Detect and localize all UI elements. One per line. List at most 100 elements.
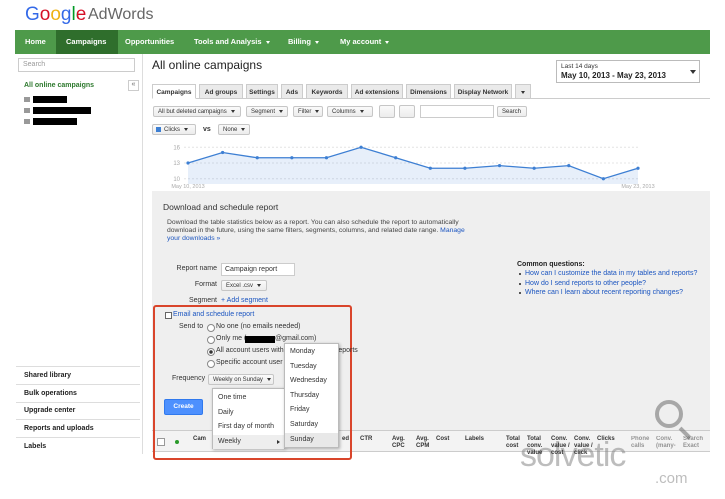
bullet — [519, 273, 521, 275]
redacted-campaign[interactable] — [33, 107, 91, 114]
column-header[interactable]: Search Exact — [683, 436, 704, 449]
sidebar-link[interactable]: Reports and uploads — [24, 425, 94, 432]
metric-select[interactable]: Clicks — [152, 124, 196, 135]
email-toggle[interactable]: Email and schedule report — [173, 311, 255, 318]
tab[interactable]: Ad extensions — [351, 84, 403, 99]
tab[interactable]: Display Network — [454, 84, 512, 99]
highlight-box — [153, 305, 352, 460]
nav-item[interactable]: My account — [340, 30, 389, 54]
download-button[interactable] — [399, 105, 415, 118]
point — [463, 166, 467, 170]
sidebar-root[interactable]: All online campaigns — [24, 82, 95, 89]
nav-item[interactable]: Tools and Analysis — [194, 30, 270, 54]
day-item[interactable]: Monday — [290, 348, 315, 355]
menu-item[interactable]: Daily — [218, 408, 234, 416]
segment-button[interactable]: Segment — [246, 106, 288, 117]
date-range-box[interactable] — [556, 60, 700, 83]
campaign-icon — [24, 119, 30, 124]
redacted-email — [245, 336, 275, 343]
help-link[interactable]: Where can I learn about recent reporting… — [525, 289, 683, 296]
tab[interactable]: Settings — [246, 84, 278, 99]
collapse-icon[interactable] — [165, 312, 172, 319]
radio[interactable] — [207, 336, 215, 344]
nav-active-bg — [56, 30, 118, 54]
tab-active[interactable]: Campaigns — [152, 84, 196, 99]
column-header[interactable]: CTR — [360, 436, 373, 442]
radio-label[interactable]: Specific account user — [216, 359, 283, 366]
logo-google[interactable]: Google — [25, 4, 87, 25]
sidebar-search[interactable]: Search — [18, 58, 135, 72]
watermark-suffix: .com — [655, 470, 688, 487]
collapse-button[interactable]: « — [128, 80, 139, 91]
metric-select[interactable]: None — [218, 124, 250, 135]
column-header[interactable]: Cam — [193, 436, 207, 442]
logo-product[interactable]: AdWords — [88, 6, 154, 23]
add-segment-link[interactable]: + Add segment — [221, 297, 268, 304]
menu-item[interactable]: One time — [218, 394, 247, 401]
sidebar-link[interactable]: Bulk operations — [24, 390, 77, 397]
y-tick-label: 16 — [173, 145, 180, 151]
column-header[interactable]: Total cost — [506, 436, 520, 449]
day-item[interactable]: Saturday — [290, 421, 319, 428]
nav-item[interactable]: Campaigns — [66, 37, 107, 46]
point — [186, 161, 190, 165]
search-input[interactable] — [420, 105, 494, 118]
help-link[interactable]: How do I send reports to other people? — [525, 280, 647, 287]
radio[interactable] — [207, 324, 215, 332]
tab[interactable]: Dimensions — [406, 84, 451, 99]
tab[interactable]: Ad groups — [199, 84, 243, 99]
redacted-campaign[interactable] — [33, 96, 67, 103]
column-header[interactable]: ed — [342, 436, 350, 442]
sidebar-link[interactable]: Shared library — [24, 372, 72, 379]
day-item[interactable]: Sunday — [285, 432, 338, 447]
column-header[interactable]: Total conv. value — [527, 436, 543, 456]
day-item[interactable]: Friday — [290, 406, 310, 414]
column-header[interactable]: Phone calls — [631, 436, 650, 449]
column-header[interactable]: Avg. CPC — [392, 436, 405, 449]
nav-item[interactable]: Billing — [288, 30, 319, 54]
chart-toggle[interactable] — [379, 105, 395, 118]
column-header[interactable]: Clicks — [597, 436, 615, 442]
columns-button[interactable]: Columns — [327, 106, 373, 117]
filter-button[interactable]: Filter — [293, 106, 323, 117]
day-item[interactable]: Wednesday — [290, 377, 327, 385]
create-button[interactable]: Create — [164, 399, 203, 415]
column-header[interactable]: Cost — [436, 436, 450, 442]
day-item[interactable]: Tuesday — [290, 362, 317, 370]
column-header[interactable]: Conv. value / cost — [551, 436, 570, 456]
radio[interactable] — [207, 360, 215, 368]
nav-item[interactable]: Opportunities — [125, 37, 175, 46]
search-button[interactable]: Search — [497, 106, 527, 117]
field-label: Segment — [188, 297, 217, 304]
tab[interactable]: Ads — [281, 84, 303, 99]
scope-select[interactable]: All but deleted campaigns — [153, 106, 241, 117]
column-header[interactable]: Conv. value / click — [574, 436, 593, 456]
radio-label[interactable]: No one (no emails needed) — [216, 323, 301, 330]
point — [394, 156, 398, 160]
help-link[interactable]: How can I customize the data in my table… — [525, 270, 698, 277]
sidebar-link[interactable]: Labels — [24, 443, 47, 450]
manage-downloads-link[interactable]: Manage your downloads » — [167, 227, 465, 242]
tab-more[interactable] — [515, 84, 531, 99]
day-item[interactable]: Thursday — [290, 391, 320, 399]
page-title: All online campaigns — [152, 58, 263, 72]
select-all-checkbox[interactable] — [157, 438, 165, 446]
frequency-select[interactable]: Weekly on Sunday — [208, 374, 274, 385]
menu-item[interactable]: Weekly — [213, 434, 284, 449]
radio-label[interactable]: All account users with — [216, 347, 284, 354]
radio-label[interactable]: reports — [336, 347, 358, 354]
report-name-input[interactable]: Campaign report — [221, 263, 295, 276]
menu-item[interactable]: First day of month — [218, 423, 275, 430]
tab[interactable]: Keywords — [306, 84, 348, 99]
format-select[interactable]: Excel .csv — [221, 280, 267, 291]
redacted-campaign[interactable] — [33, 118, 77, 125]
column-header[interactable]: Labels — [465, 436, 485, 442]
point — [290, 156, 294, 160]
radio-label[interactable]: @gmail.com) — [275, 335, 317, 342]
column-header[interactable]: Conv. (many- — [656, 436, 676, 449]
column-header[interactable]: Avg. CPM — [416, 436, 430, 449]
sidebar-link[interactable]: Upgrade center — [24, 407, 76, 414]
radio-selected[interactable] — [207, 348, 215, 356]
nav-item[interactable]: Home — [25, 37, 46, 46]
radio-label[interactable]: Only me ( — [216, 335, 247, 342]
